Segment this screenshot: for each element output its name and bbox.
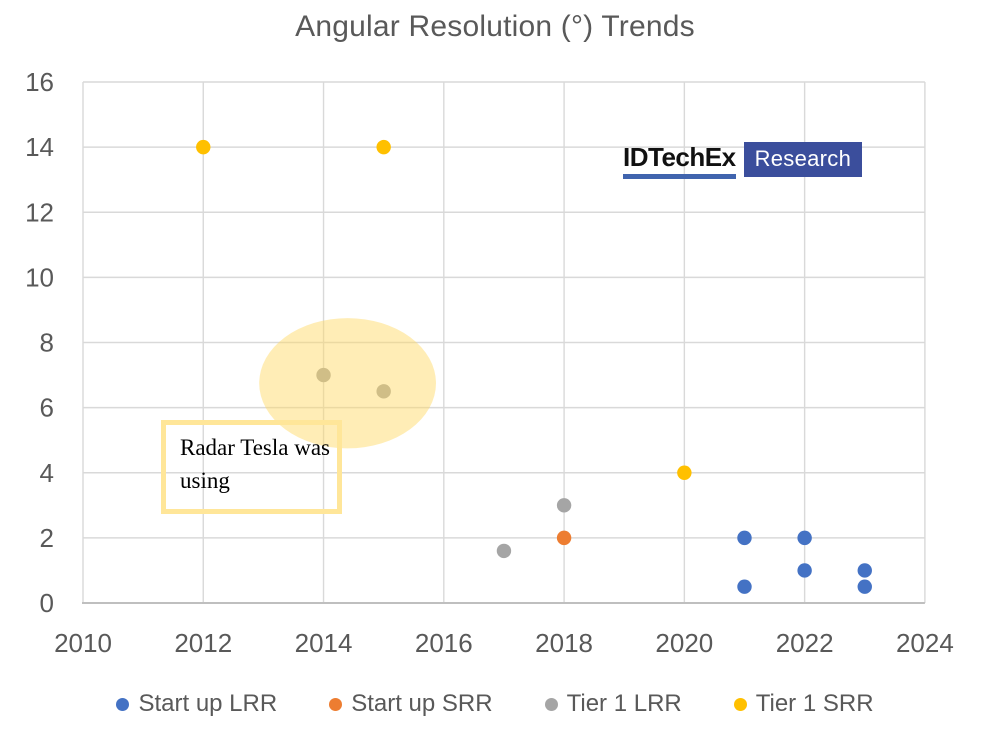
x-tick-label-2022: 2022 — [776, 628, 834, 658]
logo-name-block: IDTechEx — [623, 142, 736, 179]
x-tick-label-2020: 2020 — [655, 628, 713, 658]
y-tick-label-4: 4 — [40, 458, 54, 488]
legend-item-start-up-lrr: Start up LRR — [116, 690, 277, 718]
point-start-up-lrr-2021-0-5 — [737, 579, 752, 594]
highlight-ellipse — [259, 318, 436, 449]
logo-underline — [623, 174, 736, 179]
point-tier-1-lrr-2018-3 — [556, 498, 572, 513]
x-tick-label-2016: 2016 — [415, 628, 473, 658]
legend-marker-start-up-srr — [329, 697, 343, 711]
legend-marker-tier-1-lrr — [544, 697, 558, 711]
legend-item-tier-1-srr: Tier 1 SRR — [733, 690, 874, 718]
x-tick-label-2024: 2024 — [896, 628, 954, 658]
y-tick-label-8: 8 — [40, 328, 54, 358]
x-tick-label-2014: 2014 — [295, 628, 353, 658]
y-tick-label-2: 2 — [40, 523, 54, 553]
legend-label-tier-1-srr: Tier 1 SRR — [755, 690, 874, 717]
point-start-up-lrr-2022-2 — [797, 530, 812, 546]
annotation-text: Radar Tesla was using — [180, 435, 330, 493]
y-tick-label-10: 10 — [25, 262, 54, 292]
point-tier-1-srr-2015-14 — [376, 139, 391, 155]
x-tick-label-2010: 2010 — [54, 628, 112, 658]
idtechex-logo: IDTechEx Research — [623, 142, 863, 179]
point-start-up-srr-2018-2 — [556, 530, 572, 546]
legend-item-tier-1-lrr: Tier 1 LRR — [544, 690, 682, 718]
y-tick-label-6: 6 — [40, 393, 54, 423]
legend-marker-start-up-lrr — [116, 697, 130, 711]
point-start-up-lrr-2022-1 — [797, 563, 812, 578]
point-tier-1-lrr-2017-1-6 — [496, 543, 512, 559]
point-tier-1-lrr-2015-6-5 — [376, 384, 391, 399]
point-start-up-lrr-2021-2 — [737, 530, 752, 546]
legend-item-start-up-srr: Start up SRR — [329, 690, 493, 718]
x-tick-label-2018: 2018 — [535, 628, 593, 658]
y-tick-label-12: 12 — [25, 197, 54, 227]
legend-marker-tier-1-srr — [733, 697, 747, 711]
x-tick-label-2012: 2012 — [174, 628, 232, 658]
chart-title: Angular Resolution (°) Trends — [295, 10, 695, 43]
legend-label-start-up-srr: Start up SRR — [351, 690, 493, 717]
y-tick-label-16: 16 — [25, 67, 54, 97]
point-start-up-lrr-2023-1 — [857, 563, 872, 578]
y-tick-label-0: 0 — [40, 588, 54, 618]
point-tier-1-lrr-2014-7 — [316, 367, 331, 383]
logo-badge: Research — [743, 142, 863, 177]
point-tier-1-srr-2012-14 — [196, 139, 211, 155]
legend-label-start-up-lrr: Start up LRR — [138, 690, 278, 717]
point-start-up-lrr-2023-0-5 — [857, 579, 872, 594]
legend: Start up LRR Start up SRR Tier 1 LRR Tier 1… — [0, 690, 990, 718]
legend-label-tier-1-lrr: Tier 1 LRR — [566, 690, 682, 717]
logo-text: IDTechEx — [623, 142, 736, 172]
point-tier-1-srr-2020-4 — [677, 465, 692, 480]
y-tick-label-14: 14 — [25, 132, 54, 162]
annotation-box: Radar Tesla was using — [161, 420, 342, 514]
